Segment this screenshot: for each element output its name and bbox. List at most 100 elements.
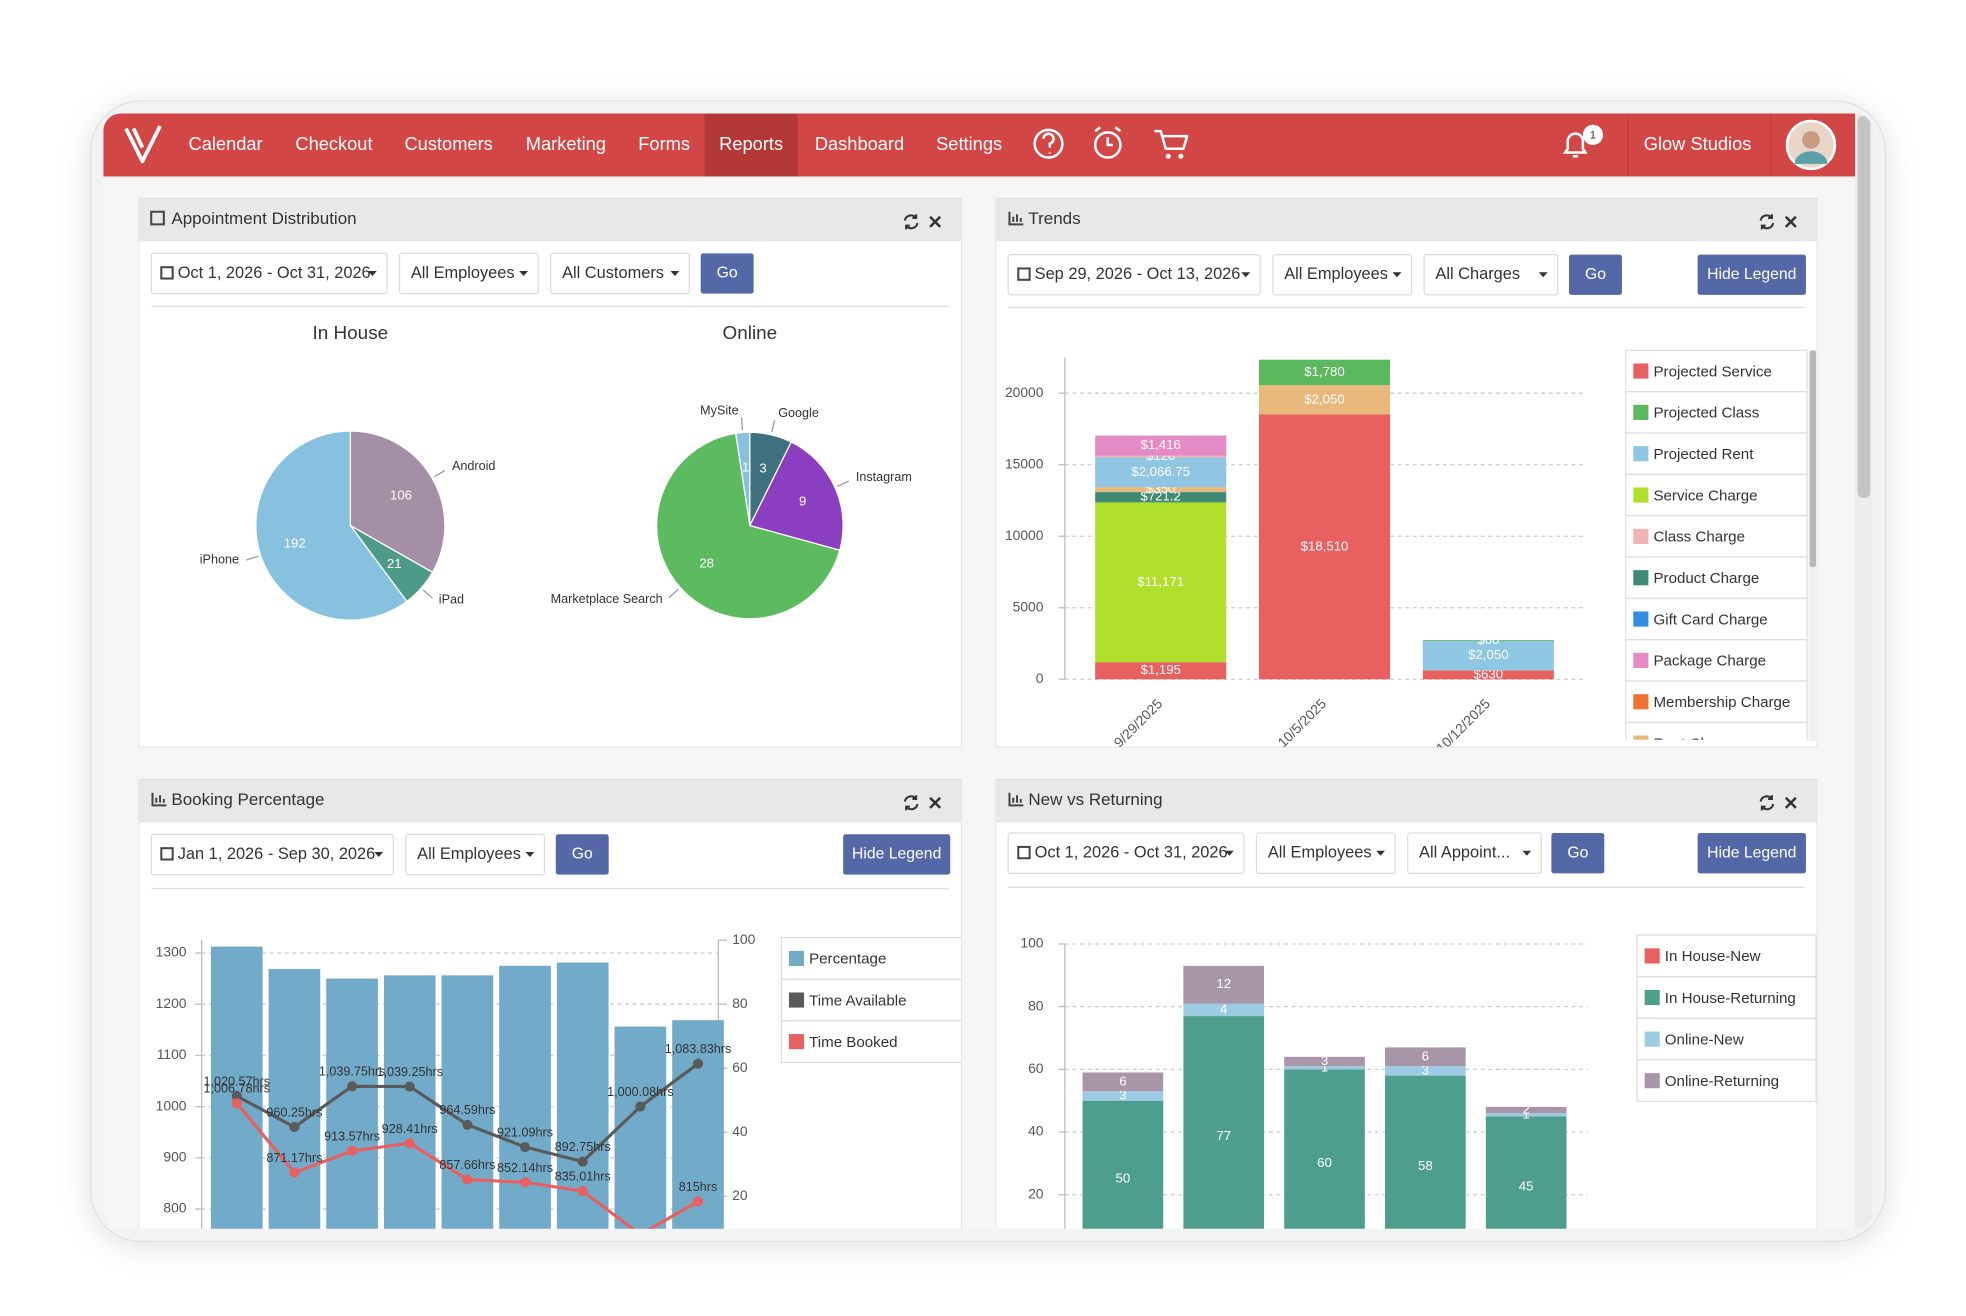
bar	[383, 975, 436, 1229]
help-icon[interactable]	[1033, 128, 1064, 159]
calendar-icon	[160, 266, 174, 280]
line-point	[692, 1196, 704, 1207]
data-label: 1,039.75hrs	[319, 1065, 386, 1079]
button[interactable]	[1569, 254, 1622, 295]
refresh-icon[interactable]	[1759, 795, 1775, 811]
alarm-icon[interactable]	[1093, 131, 1122, 159]
bar-segment	[1095, 435, 1227, 456]
button[interactable]	[843, 834, 951, 875]
button[interactable]	[1697, 833, 1806, 874]
line-point	[462, 1119, 473, 1130]
data-label: 1,000.08hrs	[607, 1085, 674, 1099]
legend-row[interactable]	[1625, 680, 1808, 724]
nav-item[interactable]: Marketing	[526, 133, 606, 154]
bar-value-label: 45	[1519, 1178, 1534, 1193]
legend-swatch	[1633, 570, 1649, 586]
alarm-icon-parts	[1094, 126, 1122, 147]
bell-icon[interactable]	[1562, 132, 1588, 158]
filter-dropdown[interactable]	[150, 252, 388, 295]
filter-dropdown[interactable]	[550, 252, 690, 295]
bar-segment	[1485, 1106, 1567, 1114]
bar-value-label: 4	[1220, 1001, 1227, 1016]
y-tick-label: 1200	[156, 995, 187, 1011]
legend-label: In House-New	[1665, 948, 1761, 965]
nav-item[interactable]: Settings	[936, 133, 1002, 154]
line-point	[577, 1186, 588, 1197]
button-label: Go	[572, 846, 593, 863]
filter-label: All Employees	[411, 264, 515, 282]
legend-row[interactable]	[1625, 391, 1808, 434]
pie-slice	[255, 430, 408, 621]
close-icon[interactable]	[929, 796, 942, 809]
nav-item[interactable]: Calendar	[189, 133, 263, 154]
dropdown-caret	[1392, 272, 1402, 278]
bar-segment	[1422, 670, 1554, 680]
nav-item[interactable]: Dashboard	[815, 133, 904, 154]
legend-swatch	[788, 1034, 805, 1050]
legend-row[interactable]	[1636, 934, 1817, 978]
legend-row[interactable]	[1625, 432, 1808, 476]
line-point	[231, 1098, 242, 1109]
button[interactable]	[1697, 254, 1806, 295]
button-label: Hide Legend	[1707, 266, 1796, 283]
filter-dropdown[interactable]	[1255, 832, 1396, 875]
legend-row[interactable]	[1625, 721, 1808, 763]
filter-dropdown[interactable]	[1007, 253, 1261, 296]
bar	[499, 965, 551, 1229]
filter-dropdown[interactable]	[150, 833, 394, 876]
pie-slice	[349, 430, 446, 574]
legend-row[interactable]	[1636, 1059, 1817, 1103]
filter-dropdown[interactable]	[1007, 832, 1245, 875]
dropdown-caret	[1241, 272, 1251, 278]
data-label: 1,083.83hrs	[665, 1042, 732, 1056]
refresh-icon[interactable]	[903, 214, 919, 230]
bar-segment	[1422, 640, 1554, 641]
button[interactable]	[700, 253, 754, 294]
legend-row[interactable]	[1636, 976, 1817, 1019]
legend-row[interactable]	[1625, 515, 1808, 558]
bar	[614, 1026, 667, 1229]
button[interactable]	[1551, 833, 1605, 874]
legend-swatch	[788, 992, 805, 1008]
filter-dropdown[interactable]	[1272, 253, 1413, 296]
line-point	[462, 1174, 473, 1185]
dropdown-caret	[519, 270, 529, 277]
filter-label: Oct 1, 2026 - Oct 31, 2026	[178, 264, 371, 282]
filter-dropdown[interactable]	[398, 252, 539, 295]
legend-swatch	[1633, 487, 1649, 503]
legend-row[interactable]	[1625, 349, 1808, 393]
logo[interactable]	[124, 125, 162, 164]
close-icon[interactable]	[1784, 215, 1797, 228]
legend-label: In House-Returning	[1665, 990, 1796, 1007]
cart-icon[interactable]	[1154, 129, 1189, 150]
refresh-icon[interactable]	[903, 795, 919, 811]
bar-value-label: $11,171	[1137, 574, 1184, 589]
bar-value-label: $18,510	[1301, 538, 1349, 553]
pie-leader	[771, 419, 776, 433]
pie-leader	[433, 469, 446, 478]
filter-dropdown[interactable]	[1407, 832, 1542, 875]
button[interactable]	[555, 834, 609, 875]
pie-category-label: Android	[452, 459, 495, 473]
account-name[interactable]: Glow Studios	[1644, 133, 1752, 154]
bar-value-label: $2,050	[1304, 391, 1344, 406]
filter-dropdown[interactable]	[405, 833, 546, 876]
line-point	[347, 1145, 358, 1156]
nav-item[interactable]: Checkout	[295, 133, 372, 154]
filter-dropdown[interactable]	[1423, 253, 1559, 296]
legend-scroll-thumb[interactable]	[1809, 350, 1817, 568]
panel: Booking Percentage Jan 1, 2026 - Sep 30, …	[138, 778, 962, 1229]
nav-item[interactable]: Forms	[638, 133, 690, 154]
legend-row[interactable]	[780, 1020, 962, 1064]
legend-row[interactable]	[1625, 597, 1808, 641]
legend-label: Service Charge	[1653, 487, 1757, 504]
pie-value-label: 192	[284, 535, 306, 550]
nav-item[interactable]: Customers	[404, 133, 492, 154]
legend-swatch	[1633, 611, 1649, 627]
refresh-icon[interactable]	[1759, 214, 1775, 230]
close-icon[interactable]	[1784, 796, 1797, 809]
close-icon[interactable]	[929, 215, 942, 228]
nav-item[interactable]: Reports	[719, 133, 783, 154]
pie-category-label: Google	[778, 406, 819, 420]
